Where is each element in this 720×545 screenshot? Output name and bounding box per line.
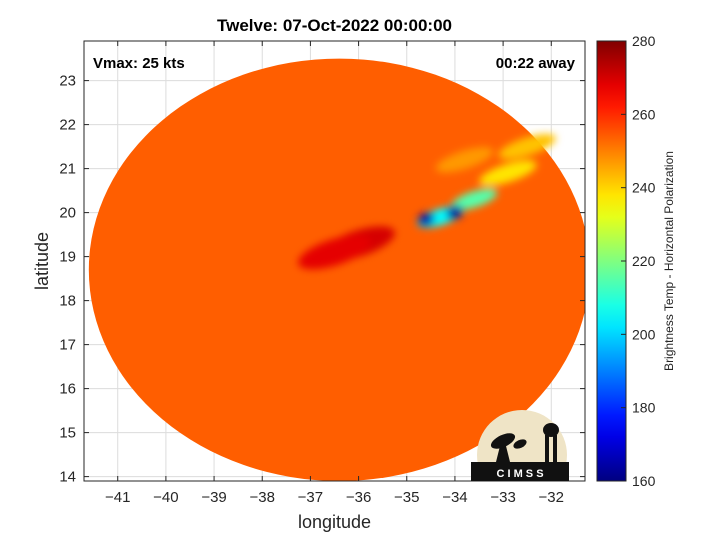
- x-tick-label: −34: [442, 489, 467, 506]
- heatmap: [88, 58, 585, 481]
- logo-tower-tank: [543, 423, 559, 437]
- logo-band: [471, 462, 569, 481]
- x-tick-label: −39: [201, 489, 226, 506]
- logo-dish-small: [513, 439, 527, 449]
- x-tick-label: −40: [153, 489, 178, 506]
- y-tick-label: 23: [59, 73, 76, 90]
- x-tick-label: −33: [490, 489, 515, 506]
- y-tick-label: 17: [59, 337, 76, 354]
- axes-box: [83, 40, 586, 482]
- x-tick-label: −36: [346, 489, 371, 506]
- chart-title: Twelve: 07-Oct-2022 00:00:00: [217, 16, 452, 35]
- y-axis-label: latitude: [32, 232, 52, 290]
- y-tick-label: 19: [59, 249, 76, 266]
- cloud-arm-feature: [435, 147, 494, 173]
- colorbar-tick-label: 260: [632, 106, 656, 122]
- colorbar-tick-label: 160: [632, 473, 656, 489]
- colorbar-label: Brightness Temp - Horizontal Polarizatio…: [662, 151, 676, 371]
- logo-text: C I M S S: [496, 468, 543, 480]
- logo-tower-leg: [553, 435, 557, 462]
- y-tick-label: 20: [59, 205, 76, 222]
- cold-core-feature: [418, 212, 434, 226]
- colorbar-tick-label: 220: [632, 253, 656, 269]
- colorbar-tick-label: 200: [632, 326, 656, 342]
- x-tick-label: −37: [298, 489, 323, 506]
- x-tick-label: −38: [250, 489, 275, 506]
- ticks: −41 −40 −39 −38 −37 −36 −35 −34 −33 −32 14 15 16 17 18…: [59, 41, 585, 506]
- y-tick-label: 21: [59, 161, 76, 178]
- y-tick-label: 22: [59, 117, 76, 134]
- logo-tower-leg: [545, 435, 549, 462]
- x-tick-label: −35: [394, 489, 419, 506]
- colorbar-tick-label: 240: [632, 180, 656, 196]
- vmax-annotation: Vmax: 25 kts: [93, 55, 185, 72]
- x-axis-label: longitude: [298, 512, 371, 532]
- cold-band-feature: [451, 188, 498, 211]
- logo-dish-stand: [496, 446, 510, 462]
- colorbar-tick-label: 280: [632, 33, 656, 49]
- swath-features: [298, 133, 556, 270]
- y-tick-label: 15: [59, 425, 76, 442]
- warm-core-feature: [298, 235, 371, 270]
- y-tick-label: 16: [59, 381, 76, 398]
- cold-core-feature: [447, 206, 463, 219]
- x-tick-label: −32: [539, 489, 564, 506]
- cloud-arm-feature: [479, 160, 537, 186]
- colorbar-tick-label: 180: [632, 400, 656, 416]
- y-tick-label: 18: [59, 293, 76, 310]
- cimss-logo: C I M S S: [471, 410, 569, 481]
- colorbar: 160 180 200 220 240 260 280 Brightness Temp - H…: [596, 33, 676, 489]
- time-away-annotation: 00:22 away: [496, 55, 576, 72]
- logo-dish: [490, 433, 516, 449]
- y-tick-label: 14: [59, 469, 76, 486]
- x-tick-label: −41: [105, 489, 130, 506]
- cloud-arm-feature: [498, 133, 556, 160]
